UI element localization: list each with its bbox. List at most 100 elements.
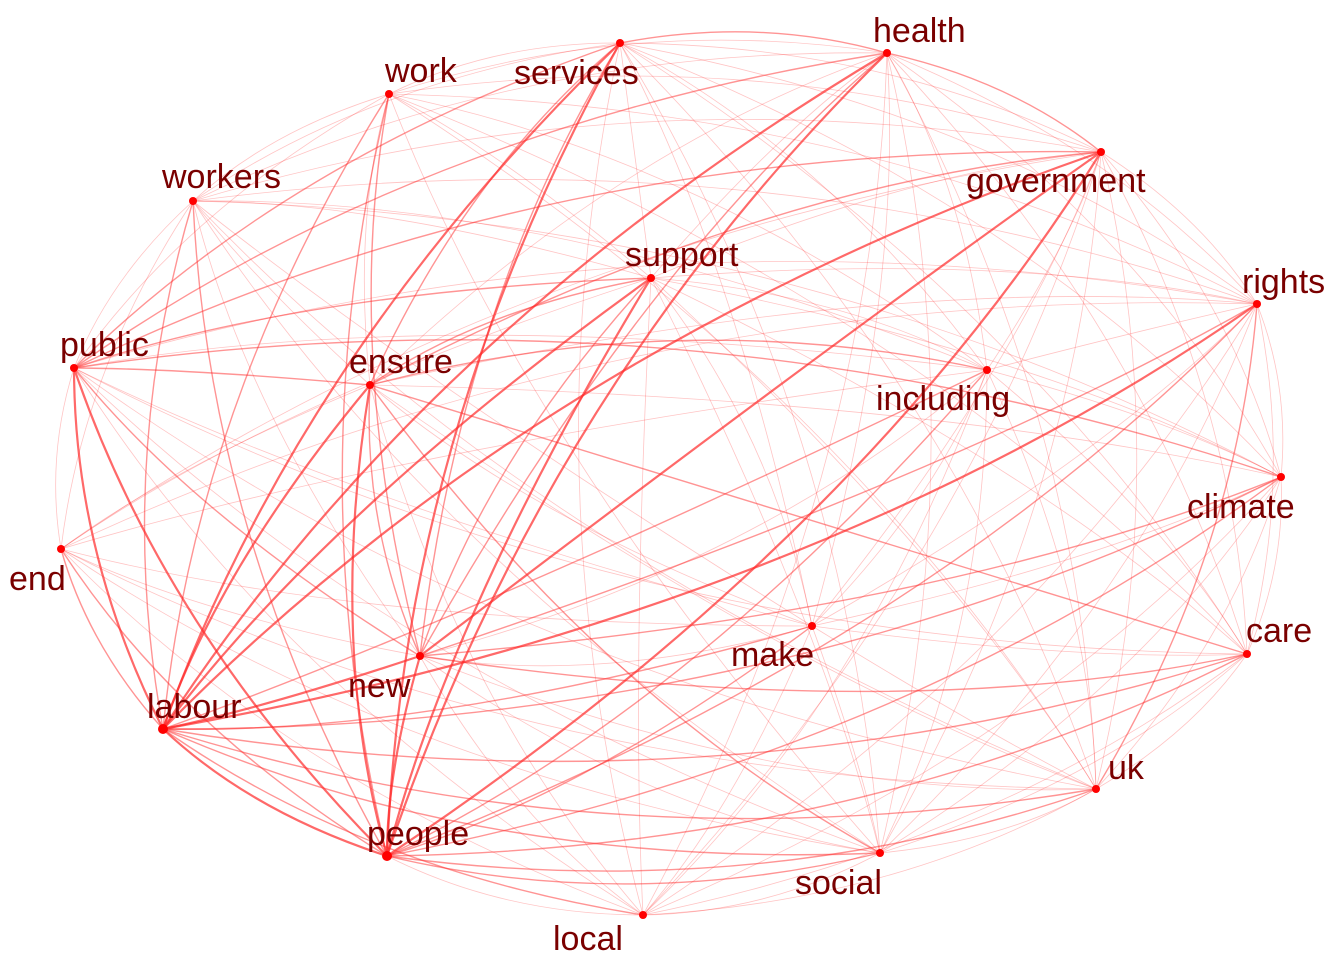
edge-ensure-social: [369, 384, 881, 854]
edge-layer: [55, 31, 1284, 916]
edge-health-social: [879, 52, 932, 854]
edge-support-including: [650, 277, 988, 371]
edge-work-uk: [388, 93, 1097, 790]
edge-support-care: [650, 277, 1248, 655]
node-people: people: [367, 815, 469, 861]
edge-government-uk: [1095, 151, 1138, 790]
node-workers: workers: [161, 158, 281, 205]
edge-climate-social: [879, 476, 1282, 854]
node-social: social: [795, 849, 884, 902]
edge-new-work: [370, 93, 421, 657]
edge-government-local: [642, 151, 1102, 916]
edge-support-social: [650, 277, 881, 854]
edge-work-health: [388, 39, 888, 95]
edge-government-including: [986, 151, 1102, 371]
edge-health-make: [811, 52, 891, 627]
edge-including-rights: [986, 303, 1258, 371]
edge-workers-support: [192, 200, 652, 279]
edge-work-services: [388, 42, 621, 95]
edge-people-care: [386, 653, 1248, 857]
edge-public-social: [73, 367, 881, 854]
edge-health-government: [886, 52, 1102, 153]
edge-labour-rights: [162, 303, 1258, 731]
edge-ensure-government: [369, 151, 1102, 386]
edge-ensure-public: [73, 367, 371, 386]
node-label-including: including: [876, 380, 1010, 418]
edge-workers-health: [192, 52, 888, 202]
edge-new-health: [419, 52, 888, 657]
edge-services-make: [619, 42, 813, 627]
node-label-end: end: [9, 560, 66, 598]
node-dot-government: [1097, 148, 1105, 156]
edge-including-climate: [986, 369, 1282, 478]
edge-work-rights: [388, 93, 1258, 305]
node-dot-new: [416, 652, 424, 660]
edge-work-support: [388, 93, 652, 279]
node-label-workers: workers: [161, 158, 281, 196]
edge-uk-end: [60, 548, 1097, 790]
edge-workers-climate: [192, 200, 1282, 478]
edge-public-climate: [73, 339, 1282, 478]
edge-public-work: [73, 93, 390, 369]
edge-public-workers: [73, 200, 194, 369]
edge-uk-local: [642, 788, 1097, 916]
edge-public-care: [73, 367, 1248, 655]
node-label-new: new: [348, 667, 411, 705]
edge-labour-care: [162, 653, 1248, 763]
edge-social-local: [642, 852, 881, 916]
edge-services-including: [619, 42, 988, 371]
edge-care-social: [879, 653, 1248, 854]
edge-new-government: [419, 151, 1102, 657]
edge-rights-climate: [1256, 303, 1284, 478]
edge-workers-including: [192, 200, 988, 371]
edge-climate-local: [642, 476, 1282, 916]
edge-people-support: [385, 277, 652, 857]
edge-labour-public: [72, 367, 164, 730]
edge-ensure-support: [369, 277, 652, 386]
node-label-ensure: ensure: [349, 343, 453, 381]
edge-workers-work: [192, 93, 390, 202]
node-care: care: [1243, 612, 1312, 658]
node-dot-make: [808, 622, 816, 630]
edge-workers-rights: [192, 179, 1258, 305]
edge-people-workers: [192, 200, 388, 857]
edge-ensure-health: [369, 52, 888, 386]
edge-including-social: [879, 369, 988, 854]
edge-people-health: [385, 52, 888, 857]
edge-people-uk: [386, 788, 1097, 872]
node-dot-ensure: [366, 381, 374, 389]
edge-support-local: [638, 277, 652, 916]
edge-public-rights: [73, 261, 1258, 369]
edge-public-government: [73, 150, 1102, 369]
edge-new-care: [419, 653, 1248, 693]
node-dot-workers: [189, 197, 197, 205]
edge-labour-services: [161, 42, 621, 730]
edge-people-public: [72, 367, 388, 857]
node-dot-social: [876, 849, 884, 857]
edge-new-services: [419, 42, 621, 657]
edge-local-make: [642, 625, 813, 916]
node-dot-uk: [1092, 785, 1100, 793]
edge-workers-government: [192, 118, 1102, 202]
edge-workers-social: [192, 200, 881, 854]
edge-services-care: [619, 42, 1248, 655]
edge-social-end: [60, 548, 881, 854]
edge-support-end: [60, 277, 652, 550]
edge-labour-including: [162, 369, 988, 730]
edge-public-services: [73, 42, 621, 369]
edge-climate-care: [1246, 476, 1282, 655]
edge-new-ensure: [368, 384, 421, 657]
edge-government-rights: [1100, 151, 1258, 305]
edge-labour-support: [162, 277, 652, 730]
edge-ensure-uk: [369, 384, 1097, 790]
edge-including-make: [811, 369, 988, 627]
edge-care-make: [811, 625, 1248, 656]
edge-rights-make: [811, 303, 1258, 627]
edge-health-rights: [886, 52, 1258, 305]
edge-people-local: [386, 855, 644, 916]
edge-public-local: [73, 367, 644, 916]
edge-labour-health: [162, 52, 888, 730]
edge-new-workers: [192, 200, 421, 657]
node-label-social: social: [795, 864, 882, 902]
node-label-uk: uk: [1108, 749, 1145, 787]
